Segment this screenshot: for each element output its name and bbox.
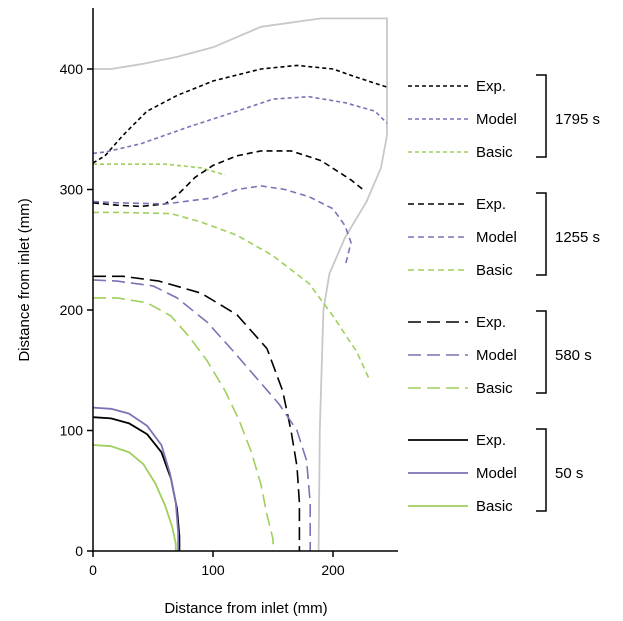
legend-label-basic-0: Basic: [476, 144, 513, 161]
legend-label-basic-1: Basic: [476, 262, 513, 279]
mold-boundary-line: [93, 17, 388, 552]
series-line-exp-0: [92, 64, 388, 164]
series-line-basic-1: [93, 211, 370, 380]
legend-bracket-1: [536, 192, 547, 276]
legend-group-time-2: 580 s: [555, 347, 592, 364]
axes: Distance from inlet (mm) Distance from i…: [16, 8, 398, 617]
legend: Exp. Model Basic 1795 s Exp. Model Basic 1255 s…: [408, 74, 600, 515]
x-tick-label: 0: [89, 562, 97, 578]
series-line-exp-1: [92, 150, 364, 208]
series-line-model-2: [92, 279, 312, 551]
legend-group-time-3: 50 s: [555, 465, 583, 482]
legend-label-model-1: Model: [476, 229, 517, 246]
x-axis-title: Distance from inlet (mm): [164, 600, 327, 617]
legend-bracket-0: [536, 74, 547, 158]
legend-label-model-0: Model: [476, 111, 517, 128]
legend-label-basic-2: Basic: [476, 380, 513, 397]
series-line-exp-3: [92, 416, 181, 551]
legend-label-exp-2: Exp.: [476, 314, 506, 331]
legend-label-model-3: Model: [476, 465, 517, 482]
series-line-basic-3: [92, 444, 177, 551]
legend-label-exp-3: Exp.: [476, 432, 506, 449]
legend-group-time-0: 1795 s: [555, 111, 600, 128]
series-line-exp-2: [93, 275, 301, 551]
legend-bracket-2: [536, 310, 547, 394]
y-tick-label: 0: [75, 543, 83, 559]
y-tick-label: 100: [60, 423, 84, 439]
x-tick-label: 200: [321, 562, 345, 578]
y-axis-title: Distance from inlet (mm): [16, 198, 33, 361]
legend-bracket-3: [536, 428, 547, 512]
legend-label-exp-0: Exp.: [476, 78, 506, 95]
x-tick-label: 100: [201, 562, 225, 578]
legend-label-basic-3: Basic: [476, 498, 513, 515]
series-line-basic-0: [93, 163, 226, 176]
plot-area: [92, 17, 388, 552]
series-line-model-3: [92, 406, 180, 551]
y-tick-label: 200: [60, 302, 84, 318]
legend-group-time-1: 1255 s: [555, 229, 600, 246]
series-line-model-1: [92, 185, 352, 267]
legend-label-model-2: Model: [476, 347, 517, 364]
series-line-model-0: [92, 95, 388, 155]
y-tick-label: 400: [60, 61, 84, 77]
legend-label-exp-1: Exp.: [476, 196, 506, 213]
y-tick-label: 300: [60, 182, 84, 198]
series-line-basic-2: [93, 297, 274, 551]
